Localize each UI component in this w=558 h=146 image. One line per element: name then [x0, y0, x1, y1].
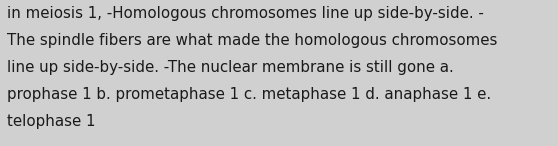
Text: prophase 1 b. prometaphase 1 c. metaphase 1 d. anaphase 1 e.: prophase 1 b. prometaphase 1 c. metaphas…: [7, 87, 491, 102]
Text: telophase 1: telophase 1: [7, 114, 95, 129]
Text: The spindle fibers are what made the homologous chromosomes: The spindle fibers are what made the hom…: [7, 33, 497, 48]
Text: line up side-by-side. -The nuclear membrane is still gone a.: line up side-by-side. -The nuclear membr…: [7, 60, 454, 75]
Text: in meiosis 1, -Homologous chromosomes line up side-by-side. -: in meiosis 1, -Homologous chromosomes li…: [7, 6, 484, 21]
